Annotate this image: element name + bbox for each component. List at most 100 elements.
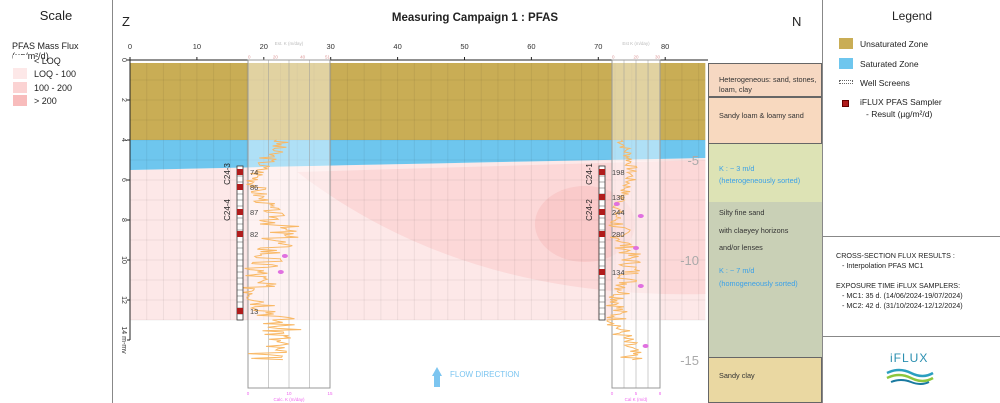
sampler-marker	[237, 308, 243, 314]
well-screen	[236, 165, 244, 321]
cross-section: 0102030405060708090 m02468101214 m-mv-5-…	[120, 41, 708, 402]
well-screen-icon	[839, 80, 853, 84]
elevation-label: -10	[680, 253, 699, 268]
scale-swatch	[13, 95, 27, 106]
stratum-k-note: (homogeneously sorted)	[719, 279, 798, 288]
sampler-value: 130	[612, 193, 625, 202]
legend: Legend Unsaturated Zone Saturated Zone W…	[823, 0, 1000, 237]
logo-waves-icon	[886, 368, 934, 385]
sampler-icon	[842, 100, 849, 107]
k-profile-trace	[239, 139, 302, 361]
stratum-label: Heterogeneous: sand, stones, loam, clay	[719, 75, 817, 94]
stratum-sandy-loam	[708, 97, 822, 144]
depth-tick-label: 2	[120, 98, 127, 102]
k-profile-trace	[606, 139, 643, 361]
probe-bottom-tick: 5	[635, 391, 638, 396]
legend-title: Legend	[891, 9, 933, 23]
sampler-value: 74	[250, 168, 258, 177]
legend-label: iFLUX PFAS Sampler	[860, 97, 942, 107]
x-tick-label: 50	[460, 42, 468, 51]
probe-top-tick: 51	[325, 55, 331, 60]
sampler-marker	[237, 184, 243, 190]
x-tick-label: 40	[393, 42, 401, 51]
legend-swatch-saturated	[839, 58, 853, 69]
stratum-silty-sand	[708, 202, 822, 357]
legend-sublabel: - Result (µg/m²/d)	[866, 109, 933, 119]
sampler-value: 198	[612, 168, 625, 177]
x-tick-label: 60	[527, 42, 535, 51]
probe-top-tick: 30	[655, 55, 661, 60]
k-measurement-point	[613, 202, 620, 206]
scale-panel: Scale PFAS Mass Flux (µg/m²/d) < LOQ LOQ…	[0, 0, 113, 403]
sampler-marker	[599, 231, 605, 237]
stratum-k-note: (heterogeneously sorted)	[719, 176, 801, 185]
sampler-value: 280	[612, 230, 625, 239]
x-tick-label: 0	[128, 42, 132, 51]
scale-swatch	[13, 55, 27, 66]
probe-top-tick: 0	[612, 55, 615, 60]
legend-label: Saturated Zone	[860, 59, 919, 69]
scale-label: 100 - 200	[34, 83, 73, 93]
results-line: - MC1: 35 d. (14/06/2024-19/07/2024)	[842, 291, 963, 300]
scale-title: Scale	[39, 8, 73, 23]
probe-top-tick: 20	[273, 55, 279, 60]
south-label: Z	[122, 14, 130, 29]
stratum-k: K : ~ 3 m/d	[719, 164, 755, 173]
scale-subtitle: PFAS Mass Flux (µg/m²/d)	[12, 41, 79, 61]
probe-top-tick: 0	[248, 55, 251, 60]
depth-tick-label: 8	[120, 218, 127, 222]
results-line: - MC2: 42 d. (31/10/2024-12/12/2024)	[842, 301, 963, 310]
x-tick-label: 70	[594, 42, 602, 51]
elevation-label: -5	[687, 153, 699, 168]
depth-tick-label: 6	[120, 178, 127, 182]
sampler-marker	[599, 209, 605, 215]
x-tick-label: 80	[661, 42, 669, 51]
saturated-zone	[130, 140, 706, 170]
scale-label: LOQ - 100	[34, 69, 77, 79]
k-measurement-point	[633, 246, 639, 250]
depth-tick-label: 0	[120, 58, 127, 62]
scale-label: > 200	[34, 96, 57, 106]
well-screen	[598, 165, 606, 321]
probe-axis-title: Est K (m/day)	[622, 41, 650, 46]
sampler-value: 134	[612, 268, 625, 277]
stratum-k: K : ~ 7 m/d	[719, 266, 755, 275]
k-measurement-point	[637, 214, 644, 218]
iflux-logo: iFLUX	[823, 337, 1000, 403]
sampler-value: 244	[612, 208, 625, 217]
probe-bottom-title: Calc. K (m/day)	[273, 397, 305, 402]
stratum-label: with claeyey horizons	[719, 226, 789, 235]
probe-top-tick: 20	[633, 55, 639, 60]
sampler-value: 87	[250, 208, 258, 217]
well-label: C24-4	[223, 199, 232, 221]
depth-tick-label: 4	[120, 138, 127, 142]
scale-swatch	[13, 82, 27, 93]
stratum-label: Sandy loam & loamy sand	[719, 111, 804, 120]
probe-bottom-tick: 0	[611, 391, 614, 396]
k-measurement-point	[281, 254, 288, 258]
sampler-marker	[237, 209, 243, 215]
stratum-sandy-clay	[708, 357, 822, 403]
stratum-sand-upper	[708, 144, 822, 202]
sampler-value: 13	[250, 307, 258, 316]
probe-axis-title: Est. K (m/day)	[275, 41, 304, 46]
sampler-marker	[237, 231, 243, 237]
sampler-marker	[599, 269, 605, 275]
flow-direction-arrow-icon	[432, 367, 442, 387]
stratum-label: and/or lenses	[719, 243, 763, 252]
x-tick-label: 30	[327, 42, 335, 51]
north-label: N	[792, 14, 802, 29]
results-box: CROSS-SECTION FLUX RESULTS : - Interpola…	[823, 237, 1000, 337]
depth-tick-label: 14 m-mv	[120, 326, 127, 354]
probe-bottom-tick: 15	[327, 391, 333, 396]
well-label: C24-3	[223, 163, 232, 185]
elevation-label: -15	[680, 353, 699, 368]
stratum-label: Sandy clay	[719, 371, 755, 380]
probe-bottom-title: Cal K (m/d)	[625, 397, 648, 402]
results-heading: EXPOSURE TIME iFLUX SAMPLERS:	[836, 281, 961, 290]
probe-bottom-tick: 10	[286, 391, 292, 396]
right-panel: Legend Unsaturated Zone Saturated Zone W…	[822, 0, 1000, 403]
unsaturated-zone	[130, 63, 706, 140]
sampler-value: 86	[250, 183, 258, 192]
k-measurement-point	[642, 344, 649, 348]
